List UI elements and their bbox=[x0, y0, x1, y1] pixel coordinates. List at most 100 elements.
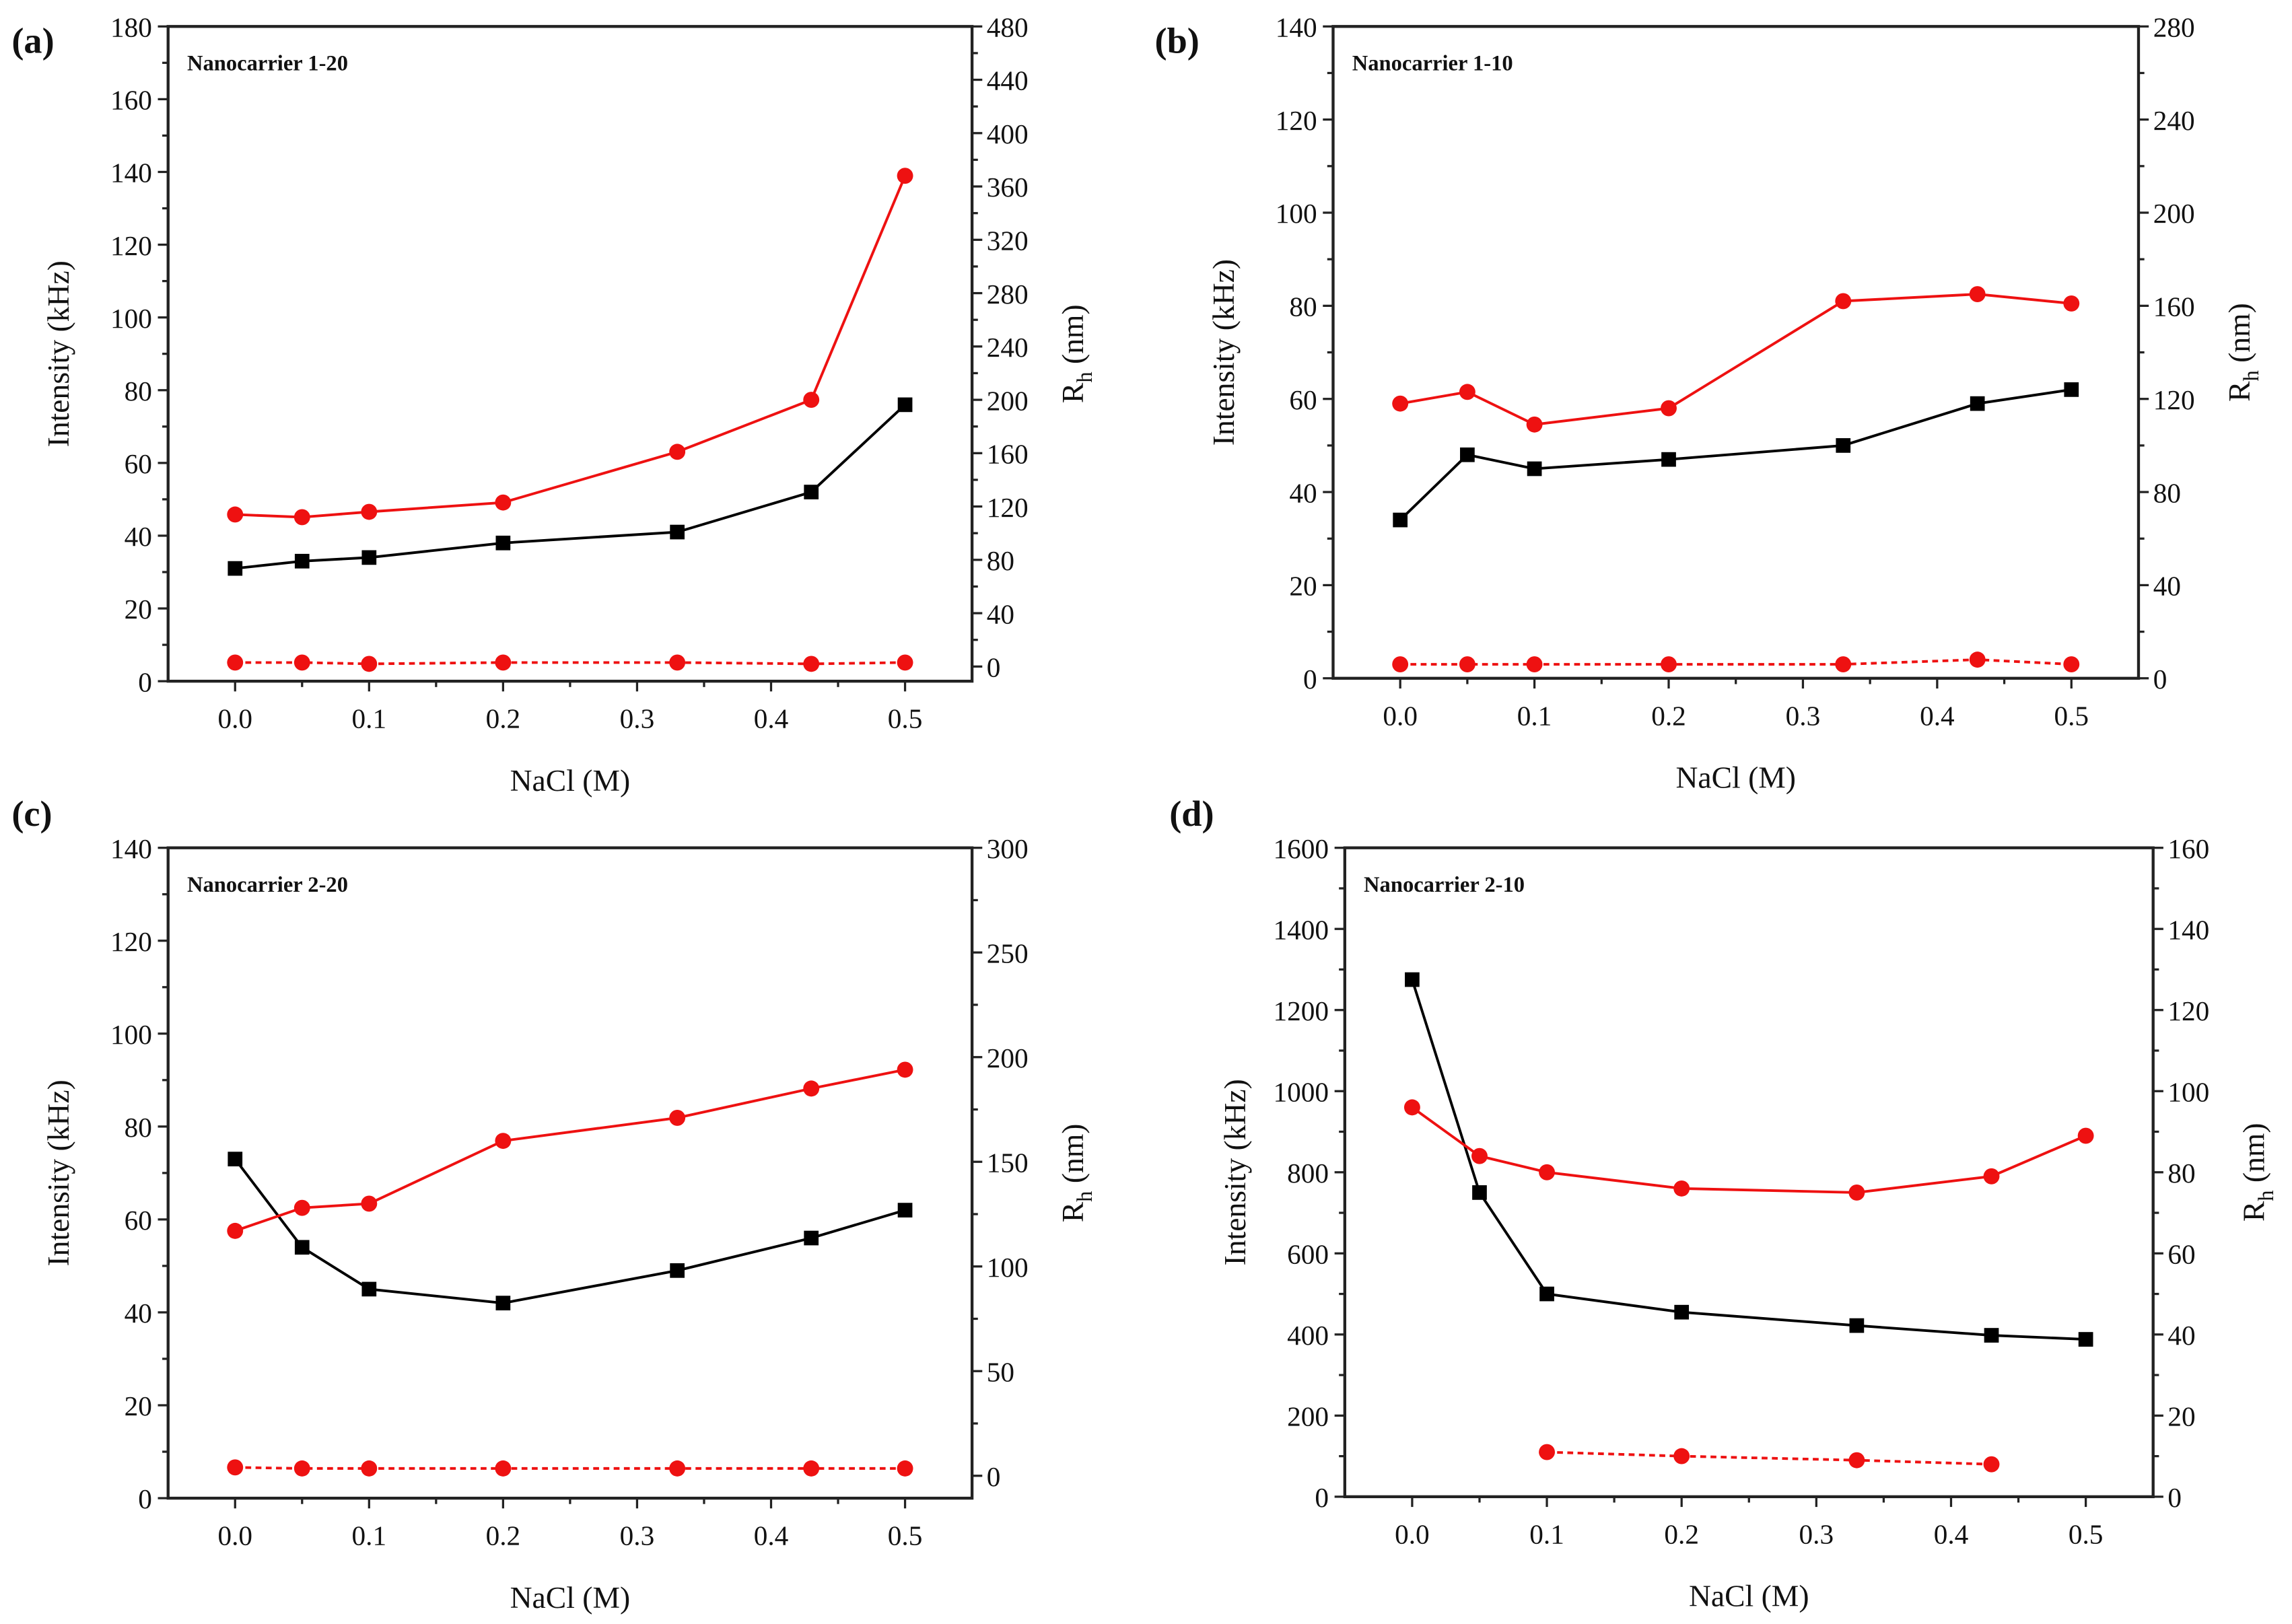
y-right-axis-title-main: R bbox=[2222, 381, 2256, 402]
data-point-circle bbox=[1983, 1456, 2000, 1473]
y-right-tick-label: 140 bbox=[2167, 914, 2209, 945]
data-point-circle bbox=[803, 1460, 820, 1477]
y-tick-label: 1400 bbox=[1273, 914, 1329, 945]
data-point-circle bbox=[2077, 1127, 2094, 1144]
data-point-square bbox=[1984, 1328, 1999, 1343]
y-right-tick-label: 100 bbox=[2167, 1076, 2209, 1107]
data-point-square bbox=[361, 1281, 377, 1297]
data-point-circle bbox=[1392, 395, 1409, 412]
y-tick-label: 1600 bbox=[1273, 833, 1329, 864]
data-point-square bbox=[897, 397, 913, 413]
data-point-circle bbox=[1848, 1452, 1865, 1469]
data-point-square bbox=[1405, 972, 1420, 987]
data-point-circle bbox=[361, 503, 378, 520]
data-point-circle bbox=[1661, 656, 1677, 672]
y-tick-label: 80 bbox=[125, 376, 152, 407]
data-point-circle bbox=[361, 1195, 378, 1212]
data-point-circle bbox=[1526, 416, 1543, 433]
plot-frame bbox=[1343, 846, 2155, 1499]
data-point-circle bbox=[803, 392, 820, 409]
x-tick-label: 0.3 bbox=[620, 703, 655, 734]
y-tick-label: 600 bbox=[1287, 1239, 1329, 1270]
y-right-axis-title-sub: h bbox=[1073, 372, 1097, 382]
x-tick-label: 0.0 bbox=[217, 703, 252, 734]
data-point-circle bbox=[1459, 656, 1475, 672]
panel-label: (c) bbox=[11, 793, 52, 834]
x-tick-label: 0.3 bbox=[620, 1520, 655, 1551]
y-right-tick-label: 120 bbox=[987, 492, 1029, 523]
y-right-tick-label: 480 bbox=[987, 11, 1029, 42]
data-point-square bbox=[294, 1240, 310, 1255]
data-point-circle bbox=[669, 444, 686, 460]
data-point-circle bbox=[227, 654, 244, 671]
y-right-tick-label: 80 bbox=[987, 545, 1014, 576]
y-tick-label: 20 bbox=[125, 1390, 152, 1421]
y-right-tick-label: 200 bbox=[987, 1043, 1029, 1073]
data-point-circle bbox=[1459, 384, 1475, 400]
chart-panel-b: (b) Nanocarrier 1-10 0.0 0.1 0.2 0.3 0.4 0.5 0 20… bbox=[1155, 11, 2264, 794]
y-right-tick-label: 0 bbox=[2167, 1482, 2182, 1513]
x-tick-label: 0.2 bbox=[1664, 1518, 1699, 1549]
x-tick-label: 0.3 bbox=[1786, 700, 1821, 731]
y-right-axis-title: Rh (nm) bbox=[2222, 303, 2264, 402]
y-right-tick-label: 80 bbox=[2167, 1158, 2195, 1189]
y-right-axis-title-unit: (nm) bbox=[1055, 1124, 1090, 1191]
data-point-square bbox=[1527, 461, 1542, 476]
x-tick-label: 0.4 bbox=[1920, 700, 1955, 731]
y-right-tick-label: 0 bbox=[987, 652, 1001, 683]
y-right-tick-label: 160 bbox=[987, 439, 1029, 470]
y-tick-label: 120 bbox=[110, 230, 152, 261]
data-point-square bbox=[1836, 438, 1851, 453]
x-tick-label: 0.2 bbox=[486, 1520, 521, 1551]
y-right-axis-title-sub: h bbox=[2254, 1190, 2279, 1201]
chart-panel-d: (d) Nanocarrier 2-10 0.0 0.1 0.2 0.3 0.4 0.5 0 20… bbox=[1169, 793, 2279, 1613]
series-rh-small bbox=[1392, 651, 2080, 672]
data-point-circle bbox=[1392, 656, 1409, 672]
data-point-circle bbox=[1848, 1184, 1865, 1201]
y-right-axis-title: Rh (nm) bbox=[1055, 1124, 1097, 1223]
data-point-square bbox=[294, 553, 310, 569]
data-point-circle bbox=[293, 509, 310, 526]
y-tick-label: 0 bbox=[138, 1483, 152, 1514]
y-tick-label: 400 bbox=[1287, 1320, 1329, 1351]
series-line bbox=[1546, 1450, 1992, 1466]
data-point-circle bbox=[227, 506, 244, 523]
data-point-circle bbox=[495, 1133, 512, 1150]
series-rh-large bbox=[227, 168, 913, 526]
series-rh-small bbox=[227, 1459, 913, 1477]
data-point-square bbox=[495, 1296, 511, 1311]
y-right-tick-label: 440 bbox=[987, 65, 1029, 96]
y-right-tick-label: 150 bbox=[987, 1147, 1029, 1178]
x-tick-label: 0.5 bbox=[2054, 700, 2089, 731]
x-tick-label: 0.3 bbox=[1799, 1518, 1834, 1549]
y-tick-label: 40 bbox=[125, 1298, 152, 1329]
y-axis-title: Intensity (kHz) bbox=[41, 260, 75, 447]
data-point-circle bbox=[669, 1109, 686, 1126]
x-tick-label: 0.0 bbox=[217, 1520, 252, 1551]
data-point-circle bbox=[495, 654, 512, 671]
y-tick-label: 140 bbox=[110, 833, 152, 864]
y-tick-label: 20 bbox=[1289, 571, 1317, 602]
series-rh-large bbox=[1403, 1099, 2094, 1201]
data-point-square bbox=[670, 1263, 685, 1278]
data-point-square bbox=[670, 524, 685, 540]
data-point-circle bbox=[2063, 656, 2080, 672]
data-point-square bbox=[361, 550, 377, 565]
y-right-tick-label: 60 bbox=[2167, 1239, 2195, 1270]
y-right-tick-label: 160 bbox=[2153, 291, 2195, 322]
data-point-circle bbox=[227, 1459, 244, 1476]
y-right-tick-label: 200 bbox=[987, 385, 1029, 416]
y-right-tick-label: 40 bbox=[987, 598, 1014, 629]
y-tick-label: 180 bbox=[110, 11, 152, 42]
series-intensity bbox=[1393, 382, 2079, 528]
data-point-circle bbox=[1969, 286, 1986, 303]
y-right-tick-label: 300 bbox=[987, 833, 1029, 864]
x-tick-label: 0.1 bbox=[1517, 700, 1552, 731]
series-rh-large bbox=[1392, 286, 2080, 433]
series-intensity bbox=[228, 397, 913, 576]
data-point-square bbox=[804, 485, 819, 499]
y-right-axis-title: Rh (nm) bbox=[1055, 304, 1097, 403]
y-right-tick-label: 100 bbox=[987, 1252, 1029, 1283]
data-point-square bbox=[1674, 1304, 1690, 1320]
x-tick-label: 0.2 bbox=[1651, 700, 1686, 731]
